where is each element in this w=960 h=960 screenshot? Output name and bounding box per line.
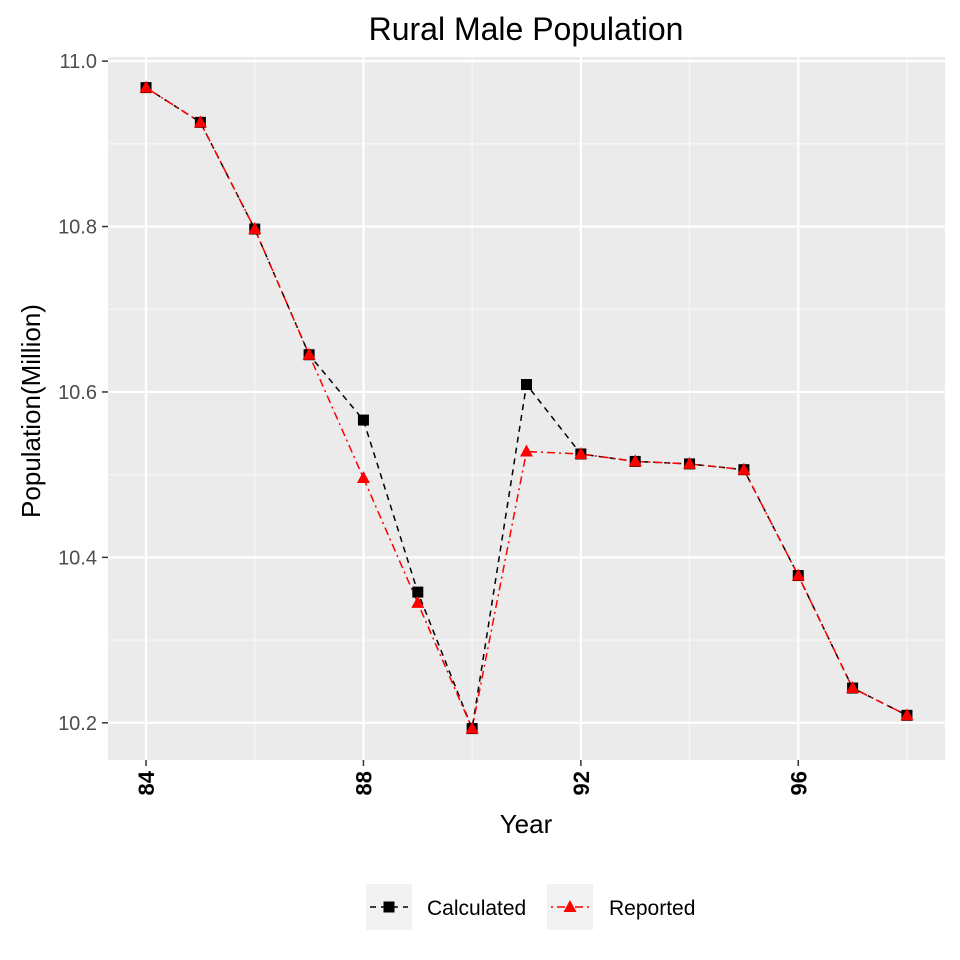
chart-title: Rural Male Population bbox=[369, 11, 684, 47]
series-markers-reported bbox=[139, 80, 914, 734]
x-tick-label: 92 bbox=[569, 771, 594, 795]
x-axis-label: Year bbox=[500, 809, 553, 839]
legend-label-calculated: Calculated bbox=[427, 897, 526, 920]
y-tick-label: 10.6 bbox=[58, 382, 97, 404]
plot-area bbox=[108, 57, 945, 760]
legend-key-reported bbox=[547, 884, 593, 930]
data-point-calculated bbox=[357, 414, 369, 426]
y-tick-label: 10.4 bbox=[58, 547, 97, 569]
data-point-reported bbox=[520, 444, 533, 457]
data-point-reported bbox=[900, 708, 914, 721]
data-point-reported bbox=[846, 681, 860, 694]
x-tick-label: 88 bbox=[351, 771, 376, 795]
data-point-reported bbox=[628, 454, 642, 467]
data-point-calculated bbox=[412, 586, 424, 598]
x-axis-ticks: 84 88 92 96 bbox=[134, 760, 811, 795]
legend-key-calculated bbox=[366, 884, 412, 930]
y-tick-label: 10.2 bbox=[58, 713, 97, 735]
data-point-reported bbox=[411, 595, 425, 608]
y-tick-label: 11.0 bbox=[60, 51, 97, 73]
data-point-reported bbox=[465, 721, 479, 734]
data-point-reported bbox=[248, 222, 262, 235]
data-point-reported bbox=[302, 347, 316, 360]
y-axis-label: Population(Million) bbox=[16, 304, 46, 518]
data-point-reported bbox=[791, 568, 805, 581]
data-point-reported bbox=[574, 446, 588, 459]
legend: Calculated Reported bbox=[366, 884, 695, 930]
data-point-reported bbox=[683, 456, 697, 469]
series-line-reported bbox=[145, 86, 908, 732]
x-tick-label: 84 bbox=[134, 770, 159, 795]
plot-background bbox=[108, 57, 945, 760]
data-point-reported bbox=[737, 462, 751, 475]
data-point-calculated bbox=[521, 379, 532, 391]
x-tick-label: 96 bbox=[786, 771, 811, 795]
data-point-reported bbox=[193, 115, 207, 128]
legend-key-marker bbox=[383, 901, 395, 913]
y-tick-label: 10.8 bbox=[58, 217, 97, 239]
legend-label-reported: Reported bbox=[609, 897, 695, 920]
y-axis-ticks: 10.2 10.4 10.6 10.8 11.0 bbox=[58, 51, 108, 735]
series-reported bbox=[145, 86, 908, 732]
data-point-reported bbox=[139, 80, 153, 93]
data-point-reported bbox=[356, 470, 370, 483]
legend-key-marker bbox=[563, 900, 577, 912]
